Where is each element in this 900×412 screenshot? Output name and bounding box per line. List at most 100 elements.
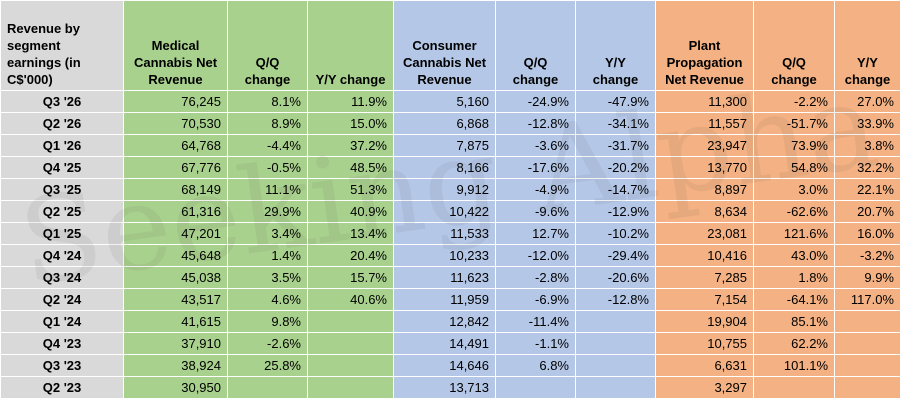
table-cell: 64,768 xyxy=(123,134,228,157)
table-cell: 10,755 xyxy=(655,332,754,355)
table-cell xyxy=(834,332,900,355)
row-label: Q3 '25 xyxy=(0,178,124,201)
corner-header: Revenue by segment earnings (in C$'000) xyxy=(0,0,124,91)
table-cell: 6,868 xyxy=(393,112,496,135)
table-cell: 85.1% xyxy=(753,310,835,333)
table-cell: 51.3% xyxy=(307,178,394,201)
table-cell: -17.6% xyxy=(495,156,576,179)
table-cell: 37.2% xyxy=(307,134,394,157)
table-cell: 3.8% xyxy=(834,134,900,157)
table-cell xyxy=(307,310,394,333)
table-cell xyxy=(753,376,835,399)
column-header-5: Y/Y change xyxy=(575,0,656,91)
table-cell: 43.0% xyxy=(753,244,835,267)
row-label: Q1 '25 xyxy=(0,222,124,245)
table-cell: -12.8% xyxy=(495,112,576,135)
table-cell: -4.4% xyxy=(227,134,308,157)
table-cell: 8,634 xyxy=(655,200,754,223)
table-cell: 6.8% xyxy=(495,354,576,377)
table-cell xyxy=(575,332,656,355)
table-cell: 13,713 xyxy=(393,376,496,399)
table-cell: 8.1% xyxy=(227,90,308,113)
table-cell xyxy=(834,376,900,399)
table-row: Q2 '24 43,517 4.6% 40.6% 11,959 -6.9% -12.8% 7,… xyxy=(0,288,900,311)
table-cell xyxy=(227,376,308,399)
table-row: Q3 '26 76,245 8.1% 11.9% 5,160 -24.9% -47.9% 11… xyxy=(0,90,900,113)
table-cell: -29.4% xyxy=(575,244,656,267)
table-cell: 20.4% xyxy=(307,244,394,267)
row-label: Q4 '24 xyxy=(0,244,124,267)
table-cell: 22.1% xyxy=(834,178,900,201)
table-cell xyxy=(575,310,656,333)
table-row: Q4 '24 45,648 1.4% 20.4% 10,233 -12.0% -29.4% 1… xyxy=(0,244,900,267)
table-cell: 3,297 xyxy=(655,376,754,399)
table-row: Q3 '23 38,924 25.8% 14,646 6.8% 6,631 101.1% xyxy=(0,354,900,377)
table-cell: 25.8% xyxy=(227,354,308,377)
row-label: Q4 '25 xyxy=(0,156,124,179)
table-cell: 7,285 xyxy=(655,266,754,289)
table-cell: -12.0% xyxy=(495,244,576,267)
table-cell: 10,416 xyxy=(655,244,754,267)
header-row: Revenue by segment earnings (in C$'000) … xyxy=(0,0,900,91)
table-cell: 11,557 xyxy=(655,112,754,135)
table-cell: 12,842 xyxy=(393,310,496,333)
table-row: Q1 '26 64,768 -4.4% 37.2% 7,875 -3.6% -31.7% 23… xyxy=(0,134,900,157)
table-cell: 67,776 xyxy=(123,156,228,179)
row-label: Q2 '26 xyxy=(0,112,124,135)
table-cell: 8.9% xyxy=(227,112,308,135)
table-cell: -2.2% xyxy=(753,90,835,113)
table-cell: 14,646 xyxy=(393,354,496,377)
column-header-8: Y/Y change xyxy=(834,0,900,91)
table-cell: 68,149 xyxy=(123,178,228,201)
table-cell: -51.7% xyxy=(753,112,835,135)
table-cell: 19,904 xyxy=(655,310,754,333)
table-cell: 76,245 xyxy=(123,90,228,113)
table-cell: 29.9% xyxy=(227,200,308,223)
table-cell: 47,201 xyxy=(123,222,228,245)
table-cell xyxy=(307,354,394,377)
table-cell: 14,491 xyxy=(393,332,496,355)
table-cell: -12.9% xyxy=(575,200,656,223)
table-cell: 8,166 xyxy=(393,156,496,179)
table-cell: 16.0% xyxy=(834,222,900,245)
table-cell: -14.7% xyxy=(575,178,656,201)
table-cell: 38,924 xyxy=(123,354,228,377)
table-body: Q3 '26 76,245 8.1% 11.9% 5,160 -24.9% -47.9% 11… xyxy=(0,90,900,399)
table-row: Q4 '25 67,776 -0.5% 48.5% 8,166 -17.6% -20.2% 1… xyxy=(0,156,900,179)
table-cell: 7,875 xyxy=(393,134,496,157)
table-cell: 4.6% xyxy=(227,288,308,311)
table-cell: 45,038 xyxy=(123,266,228,289)
table-cell: 11,959 xyxy=(393,288,496,311)
table-cell: 62.2% xyxy=(753,332,835,355)
table-cell: -3.6% xyxy=(495,134,576,157)
table-cell: -9.6% xyxy=(495,200,576,223)
table-cell: 121.6% xyxy=(753,222,835,245)
table-cell: 3.5% xyxy=(227,266,308,289)
table-cell: 101.1% xyxy=(753,354,835,377)
table-cell: -2.6% xyxy=(227,332,308,355)
table-cell: 11,300 xyxy=(655,90,754,113)
table-cell: 7,154 xyxy=(655,288,754,311)
table-row: Q1 '25 47,201 3.4% 13.4% 11,533 12.7% -10.2% 23… xyxy=(0,222,900,245)
table-cell: 20.7% xyxy=(834,200,900,223)
table-cell: 11.1% xyxy=(227,178,308,201)
table-cell: 61,316 xyxy=(123,200,228,223)
table-cell xyxy=(307,376,394,399)
table-cell: -20.6% xyxy=(575,266,656,289)
table-cell: 40.6% xyxy=(307,288,394,311)
table-cell: 11.9% xyxy=(307,90,394,113)
table-cell: -64.1% xyxy=(753,288,835,311)
table-cell: 32.2% xyxy=(834,156,900,179)
revenue-by-segment-table: Revenue by segment earnings (in C$'000) … xyxy=(0,0,900,399)
table-cell: 15.7% xyxy=(307,266,394,289)
table-cell: 1.8% xyxy=(753,266,835,289)
table-cell: -4.9% xyxy=(495,178,576,201)
table-row: Q1 '24 41,615 9.8% 12,842 -11.4% 19,904 85.1% xyxy=(0,310,900,333)
table-cell xyxy=(834,354,900,377)
table-cell: -10.2% xyxy=(575,222,656,245)
column-header-1: Q/Q change xyxy=(227,0,308,91)
table-cell xyxy=(575,376,656,399)
column-header-4: Q/Q change xyxy=(495,0,576,91)
row-label: Q2 '24 xyxy=(0,288,124,311)
row-label: Q1 '24 xyxy=(0,310,124,333)
